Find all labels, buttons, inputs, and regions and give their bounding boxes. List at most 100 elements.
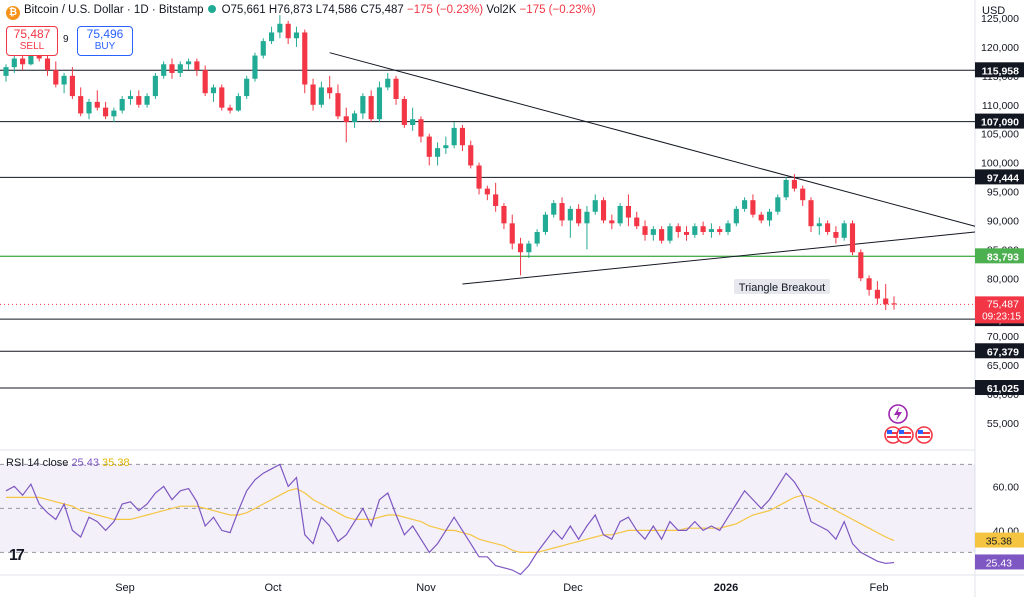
candle-body [335, 93, 341, 117]
candle-body [625, 205, 632, 218]
candle-body [103, 107, 109, 117]
level-label-text: 67,379 [987, 346, 1019, 358]
tradingview-logo[interactable]: 17 [9, 547, 25, 564]
events-cluster[interactable] [884, 403, 934, 449]
candle [567, 205, 573, 238]
candle [825, 220, 831, 235]
candle [127, 90, 134, 105]
candle-body [567, 208, 573, 221]
candle-body [94, 101, 100, 108]
candle [517, 237, 524, 276]
annotation-text: Triangle Breakout [739, 282, 825, 294]
candle-body [783, 179, 789, 198]
candle [219, 84, 225, 111]
rsi-label-bg [975, 554, 1024, 570]
buy-price: 75,496 [86, 27, 124, 41]
sell-button[interactable]: 75,487 SELL [6, 26, 58, 56]
candle-body [310, 84, 316, 105]
candle-body [468, 145, 474, 166]
candle-body [808, 200, 814, 227]
candle-body [650, 229, 656, 235]
candle [659, 226, 665, 244]
candle-body [874, 289, 880, 299]
us-flag-icon[interactable] [915, 426, 933, 444]
rsi-ma-line [6, 487, 895, 554]
candle [418, 116, 424, 143]
buy-button[interactable]: 75,496 BUY [77, 26, 133, 56]
candle [816, 217, 822, 235]
candle [584, 205, 590, 250]
candle-body [534, 232, 540, 244]
rsi-label: RSI 14 close [6, 457, 69, 469]
time-tick-label: 2026 [714, 582, 738, 594]
candle-body [493, 194, 499, 206]
candle-body [293, 32, 300, 39]
volume-label: Vol2K [486, 4, 517, 16]
candle [849, 220, 856, 256]
triangle-breakout-annotation: Triangle Breakout [734, 279, 830, 294]
candle-body [476, 165, 482, 189]
flash-event-icon[interactable] [888, 404, 908, 424]
price-tick-label: 95,000 [987, 187, 1019, 199]
level-label-text: 107,090 [981, 117, 1019, 129]
candle [717, 226, 723, 235]
candle-body [866, 278, 872, 290]
candle-body [194, 61, 200, 71]
buy-label: BUY [94, 41, 116, 52]
candle-body [161, 64, 167, 76]
candle [69, 67, 75, 99]
candle [808, 197, 814, 232]
candle [758, 211, 764, 224]
candle-body [816, 223, 822, 227]
candle [144, 93, 150, 108]
candle [410, 107, 416, 131]
market-status-icon[interactable] [207, 5, 216, 13]
candle-body [891, 303, 897, 305]
upper-trendline [329, 52, 976, 227]
candle [891, 296, 897, 310]
candle-body [202, 70, 208, 94]
candle-body [227, 107, 233, 111]
time-tick-label: Nov [416, 582, 436, 594]
candle [509, 214, 515, 250]
level-price-label: 61,025 [975, 380, 1024, 396]
candle [833, 226, 839, 244]
rsi-legend[interactable]: RSI 14 close 25.43 35.38 [6, 457, 130, 469]
candle [293, 26, 300, 47]
candle [542, 211, 549, 235]
symbol-title[interactable]: Bitcoin / U.S. Dollar · 1D · Bitstamp [24, 4, 204, 16]
candle [592, 194, 598, 215]
candle-body [750, 200, 756, 215]
sell-label: SELL [19, 41, 45, 52]
candle-body [683, 232, 690, 235]
candle [426, 133, 432, 166]
candle-body [659, 229, 665, 241]
candle [725, 220, 731, 235]
candle [625, 194, 632, 227]
currency-selector[interactable]: USD [982, 5, 1006, 17]
candle-body [617, 205, 623, 224]
candle [227, 104, 233, 114]
candle-body [260, 41, 266, 56]
candle-body [210, 87, 217, 94]
candle-body [725, 223, 731, 232]
candle [343, 107, 349, 143]
symbol-header: ₿ Bitcoin / U.S. Dollar · 1D · Bitstamp O7… [6, 4, 596, 20]
level-price-label: 83,793 [975, 248, 1024, 264]
candle-body [559, 203, 565, 221]
candle [3, 64, 9, 82]
us-flag-icon[interactable] [896, 426, 914, 444]
last-price-bg [975, 296, 1024, 324]
candle [443, 136, 449, 154]
volume-change: −175 (−0.23%) [519, 4, 596, 16]
candle-body [459, 127, 466, 146]
candle-body [78, 96, 84, 114]
level-price-label: 67,379 [975, 343, 1024, 359]
candle-body [700, 226, 706, 232]
candle-body [451, 127, 457, 146]
candle [210, 84, 217, 102]
lower-trendline [462, 231, 976, 285]
